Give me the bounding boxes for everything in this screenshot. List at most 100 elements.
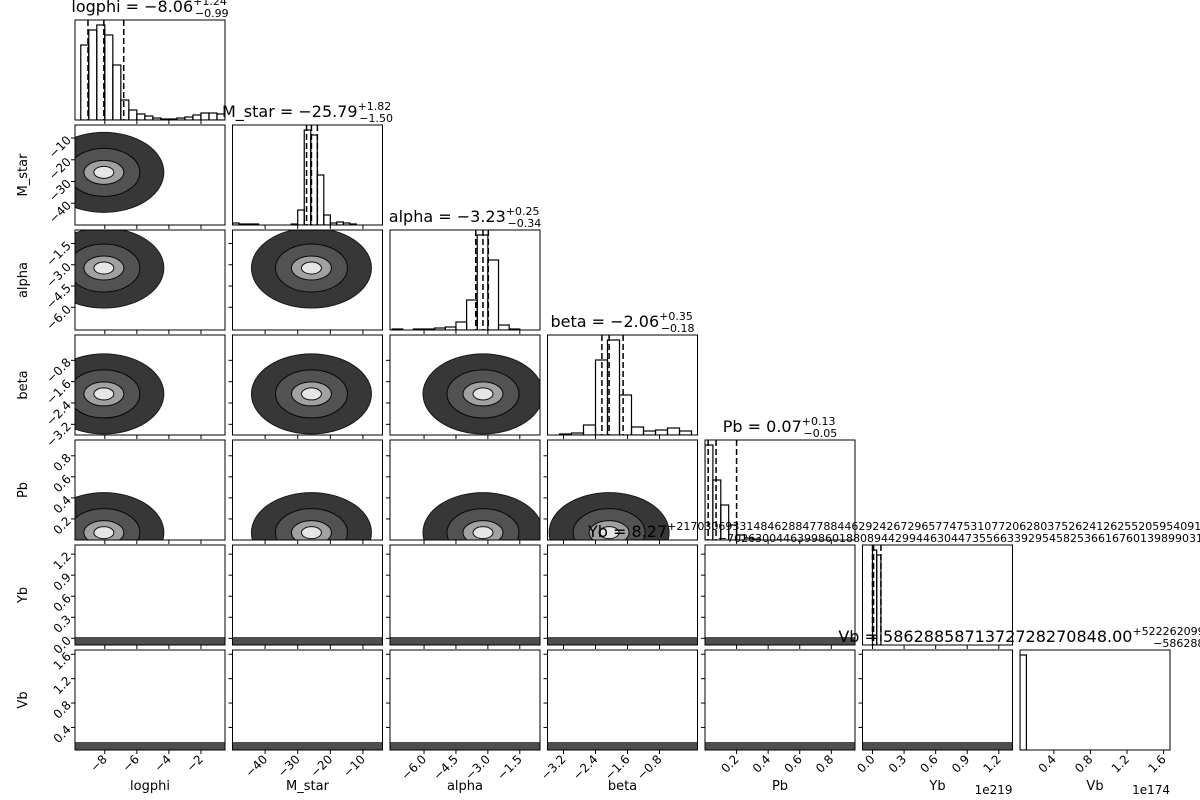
title-upper: +522262099653223259187584018656 (1132, 625, 1200, 638)
panel (422, 353, 540, 435)
y-axis-label: alpha (16, 262, 31, 298)
panel (232, 637, 383, 645)
density-contour (472, 387, 494, 401)
density-band (705, 742, 855, 750)
panel-frame (704, 544, 856, 646)
title-upper: +1.24 (193, 0, 227, 8)
x-axis-label: Pb (772, 779, 788, 794)
panel (390, 637, 540, 645)
panel-frame (389, 544, 541, 646)
panel-frame (232, 124, 383, 226)
title-lower: −0.34 (507, 217, 541, 230)
title-lower: −702630044639986018808944299446304473556… (718, 532, 1200, 545)
panel-frame (74, 124, 226, 226)
panel-frame (704, 649, 856, 751)
x-axis-label: beta (608, 779, 637, 794)
hist-bin (112, 64, 122, 120)
hist-bin (497, 324, 510, 330)
density-contour (93, 526, 115, 540)
title-lower: −5862885871372728270848.00 (1153, 637, 1200, 650)
panel-frame (704, 439, 856, 541)
panel-frame (74, 439, 226, 541)
panel (232, 125, 358, 225)
panel (1020, 654, 1028, 750)
panel (75, 353, 165, 435)
x-axis-label: Vb (1086, 779, 1103, 794)
panel-frame (74, 229, 226, 331)
panel (80, 20, 225, 120)
density-contour (472, 526, 494, 540)
hist-bin (720, 504, 730, 540)
title-lower: −1.50 (359, 112, 393, 125)
panel (705, 440, 761, 540)
panel-frame (74, 19, 226, 121)
hist-bin (1020, 654, 1028, 750)
title-upper: +0.25 (506, 205, 540, 218)
panel (390, 742, 540, 750)
y-axis-label: M_star (16, 153, 31, 197)
panel-frame (547, 649, 698, 751)
density-band (862, 742, 1013, 750)
title-text: alpha = −3.23 (389, 207, 506, 226)
offset-label: 1e174 (1132, 783, 1170, 797)
y-axis-label: Pb (16, 482, 31, 498)
panel-frame (232, 649, 383, 751)
title-lower: −0.05 (804, 427, 838, 440)
x-axis-label: alpha (447, 779, 483, 794)
density-contour (300, 387, 322, 401)
panel (862, 742, 1013, 750)
panel-frame (74, 334, 226, 436)
panel-title: M_star = −25.79+1.82 −1.50 (222, 100, 393, 125)
title-text: M_star = −25.79 (222, 102, 358, 122)
density-contour (93, 387, 115, 401)
density-band (390, 637, 540, 645)
panel (250, 492, 372, 540)
y-axis-label: beta (16, 370, 31, 399)
title-upper: +0.13 (802, 415, 836, 428)
panel (548, 492, 670, 540)
panel (75, 742, 225, 750)
panel (75, 492, 165, 540)
panel-title: logphi = −8.06+1.24 −0.99 (71, 0, 228, 20)
panel-frame (547, 334, 698, 436)
title-text: Vb = 5862885871372728270848.00 (838, 627, 1132, 646)
density-band (232, 637, 383, 645)
panel-title: Yb = 8.27+217030693314846288477884462924… (587, 520, 1200, 545)
density-band (705, 637, 855, 645)
panel (705, 742, 855, 750)
density-band (75, 742, 225, 750)
offset-label: 1e219 (975, 783, 1013, 797)
title-upper: +0.35 (659, 310, 693, 323)
panel-frame (232, 439, 383, 541)
panel-frame (389, 649, 541, 751)
panel (547, 637, 698, 645)
panel (232, 742, 383, 750)
density-band (232, 742, 383, 750)
density-contour (300, 526, 322, 540)
title-upper: +1.82 (358, 100, 392, 113)
density-band (75, 637, 225, 645)
density-contour (93, 261, 115, 275)
y-axis-label: Vb (16, 691, 31, 708)
panel (558, 335, 693, 435)
panel-title: Vb = 5862885871372728270848.00+522262099… (838, 625, 1200, 650)
panel (75, 230, 165, 309)
density-band (390, 742, 540, 750)
panel (422, 492, 540, 540)
title-lower: −0.18 (661, 322, 695, 335)
panel-frame (74, 544, 226, 646)
panel-frame (1019, 649, 1171, 751)
x-axis-label: M_star (286, 779, 330, 794)
panel (250, 230, 372, 309)
hist-bin (678, 430, 693, 435)
panel-frame (862, 544, 1013, 646)
panel (75, 637, 225, 645)
panel (871, 545, 882, 645)
x-axis-label: logphi (130, 779, 170, 794)
panel-frame (74, 649, 226, 751)
panel-frame (547, 544, 698, 646)
hist-bin (216, 113, 225, 120)
y-axis-label: Yb (16, 587, 31, 604)
panel-frame (232, 544, 383, 646)
